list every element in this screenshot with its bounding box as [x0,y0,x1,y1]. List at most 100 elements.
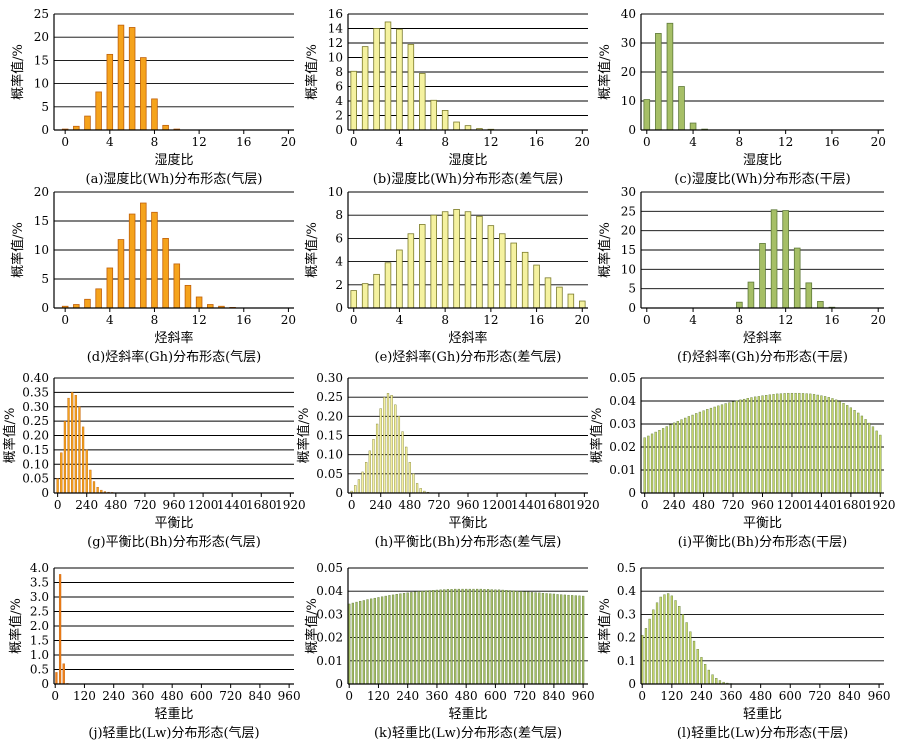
x-tick-label: 16 [824,313,839,327]
panel-caption: (l)轻重比(Lw)分布形态(干层) [677,725,848,741]
bar [853,410,856,494]
bar [60,452,63,494]
y-tick-label: 0 [628,301,636,315]
bar [761,395,764,494]
y-tick-label: 0.40 [22,371,49,385]
bar [652,609,655,685]
bar [678,606,681,685]
bar [510,242,517,309]
x-tick-label: 20 [281,135,296,149]
y-axis-title: 概率值/% [597,44,613,100]
x-tick-label: 4 [106,313,114,327]
bar [379,408,382,494]
bar [871,426,875,494]
y-tick-label: 0.5 [617,561,636,575]
x-axis-title: 轻重比 [154,706,193,722]
y-tick-label: 0.05 [316,561,343,575]
y-tick-label: 0.3 [617,607,636,621]
chart-panel-5: 0 5 10 15 20 25 30 0 4 8 12 16 20 烃斜率 概率值/% (f)烃斜率(Gh)分… [597,185,886,365]
y-axis-title: 概率值/% [8,598,24,654]
bar [556,286,563,309]
bar [674,600,677,685]
bar [499,233,506,309]
bar [140,202,147,309]
bar [650,433,654,494]
bar [128,27,136,131]
bar [402,593,406,685]
y-axis-title: 概率值/% [304,44,320,100]
bar [549,593,552,685]
bar [430,99,437,131]
x-tick-label: 0 [61,135,69,149]
y-tick-label: 0.30 [22,400,49,414]
bar [746,398,749,494]
bar [454,588,457,685]
bar [563,594,566,685]
bar [81,426,85,494]
bar [713,406,716,494]
bar [658,430,661,494]
y-tick-label: 0.02 [609,440,636,454]
bar [486,589,490,685]
x-tick-label: 720 [427,498,450,512]
x-tick-label: 0 [641,498,649,512]
bar [406,592,409,685]
bar [838,401,841,494]
bar [538,592,541,685]
bar [527,591,530,685]
x-tick-label: 360 [131,689,154,703]
bar [465,588,468,685]
bar [643,99,651,131]
x-tick-label: 120 [660,689,683,703]
bar [687,416,690,494]
y-tick-label: 20 [621,224,636,238]
bar [419,488,422,494]
x-axis-title: 烃斜率 [154,330,193,346]
x-tick-label: 960 [572,689,595,703]
y-tick-label: 0 [41,301,49,315]
y-tick-label: 0 [335,123,343,137]
bar [698,411,702,494]
x-tick-label: 720 [722,498,745,512]
y-axis-title: 概率值/% [304,222,320,278]
bar [560,594,563,685]
panel-caption: (k)轻重比(Lw)分布形态(差气层) [374,725,562,741]
bar [408,462,411,494]
bar [390,395,393,494]
bar [117,239,125,309]
bar [857,412,860,494]
x-tick-label: 0 [350,135,358,149]
bar [523,591,526,685]
x-tick-label: 16 [824,135,839,149]
bar [736,301,743,309]
bar [397,416,401,494]
x-tick-label: 360 [720,689,743,703]
bar [415,483,419,494]
bar [384,21,392,131]
bar [735,400,738,494]
bar [373,597,376,685]
x-tick-label: 0 [61,313,69,327]
bar [92,481,96,494]
bar [151,98,158,131]
y-tick-label: 0.20 [316,409,343,423]
bar [372,439,375,494]
x-tick-label: 12 [191,313,206,327]
bar [823,396,827,494]
y-axis-title: 概率值/% [597,222,613,278]
x-tick-label: 960 [868,689,891,703]
bar [533,264,540,309]
bar [394,404,397,494]
y-tick-label: 0 [41,486,49,500]
y-tick-label: 0 [628,486,636,500]
bar [582,595,585,685]
bar [724,403,727,494]
bar [162,124,169,131]
bar [405,446,408,494]
y-tick-label: 6 [335,80,343,94]
x-tick-label: 8 [736,313,744,327]
bar [647,435,650,494]
y-axis-title: 概率值/% [10,222,26,278]
bar [84,298,91,309]
